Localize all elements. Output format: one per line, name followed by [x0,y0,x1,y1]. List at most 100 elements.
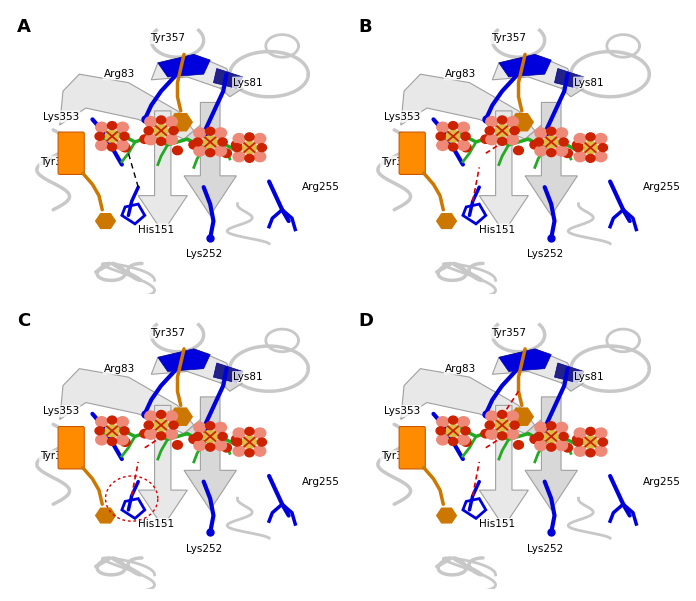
Circle shape [214,146,226,156]
Circle shape [96,416,108,427]
Circle shape [166,117,177,127]
Circle shape [189,141,199,149]
Text: Tyr357: Tyr357 [150,33,185,43]
Circle shape [116,416,128,427]
Text: Tyr351: Tyr351 [40,451,75,461]
Polygon shape [151,54,233,88]
Circle shape [221,149,232,157]
Text: His151: His151 [139,519,175,529]
Circle shape [448,416,458,424]
Circle shape [258,144,267,151]
Circle shape [514,146,523,154]
Circle shape [144,421,153,429]
Circle shape [166,135,177,145]
Text: Lys353: Lys353 [43,112,79,121]
Circle shape [194,423,206,433]
Circle shape [535,433,544,441]
FancyBboxPatch shape [58,132,84,174]
Text: Arg83: Arg83 [445,364,476,374]
Circle shape [154,124,168,137]
Circle shape [437,140,449,150]
Circle shape [446,424,460,437]
Text: Lys252: Lys252 [527,249,563,259]
Circle shape [457,435,469,445]
Circle shape [595,133,607,144]
Circle shape [595,446,607,456]
Circle shape [436,427,445,435]
Text: Arg83: Arg83 [445,69,476,79]
Circle shape [446,130,460,142]
Circle shape [507,429,519,439]
Circle shape [205,127,215,135]
Circle shape [157,410,166,418]
Circle shape [232,144,242,151]
Circle shape [242,436,257,448]
Circle shape [559,433,568,441]
Text: Arg83: Arg83 [104,69,135,79]
Polygon shape [492,54,574,88]
Text: Lys252: Lys252 [186,249,222,259]
Circle shape [507,135,519,145]
Circle shape [214,423,226,433]
Circle shape [498,116,507,124]
Polygon shape [480,405,528,527]
Circle shape [254,151,266,162]
Circle shape [461,144,471,152]
Circle shape [105,424,119,437]
Circle shape [437,122,449,132]
Circle shape [461,438,471,447]
Circle shape [194,441,206,451]
Circle shape [120,132,129,140]
Text: Lys81: Lys81 [574,372,603,382]
Circle shape [145,411,157,421]
Text: Tyr357: Tyr357 [491,328,526,338]
Circle shape [166,429,177,439]
Circle shape [233,428,245,438]
Circle shape [599,438,608,446]
Circle shape [486,411,498,421]
Circle shape [116,140,128,150]
Circle shape [457,122,469,132]
Text: His151: His151 [480,519,516,529]
Text: Tyr357: Tyr357 [491,33,526,43]
Polygon shape [220,377,243,391]
Text: Arg255: Arg255 [643,477,681,487]
Circle shape [193,433,203,441]
Circle shape [214,441,226,451]
Circle shape [498,138,507,145]
Circle shape [599,144,608,151]
Circle shape [573,141,583,149]
Circle shape [544,430,558,443]
Circle shape [486,135,498,145]
Circle shape [559,138,568,146]
Circle shape [583,436,598,448]
Circle shape [166,411,177,421]
Circle shape [510,127,519,135]
Circle shape [95,427,104,435]
Text: Lys252: Lys252 [186,544,222,554]
Circle shape [546,127,556,135]
Circle shape [96,435,108,445]
Polygon shape [561,83,584,97]
FancyBboxPatch shape [58,427,84,469]
Circle shape [254,133,266,144]
Text: His151: His151 [480,225,516,234]
Circle shape [233,133,245,144]
Circle shape [495,124,509,137]
Circle shape [116,435,128,445]
Circle shape [498,410,507,418]
Polygon shape [184,397,237,510]
Circle shape [535,441,547,451]
Circle shape [535,138,544,146]
Circle shape [574,428,586,438]
Circle shape [485,127,494,135]
Circle shape [574,446,586,456]
Polygon shape [158,54,210,77]
Polygon shape [499,349,551,371]
Text: His151: His151 [139,225,175,234]
Circle shape [514,441,523,449]
Circle shape [107,416,117,424]
Circle shape [205,443,215,451]
Circle shape [448,121,458,130]
Polygon shape [158,349,210,371]
